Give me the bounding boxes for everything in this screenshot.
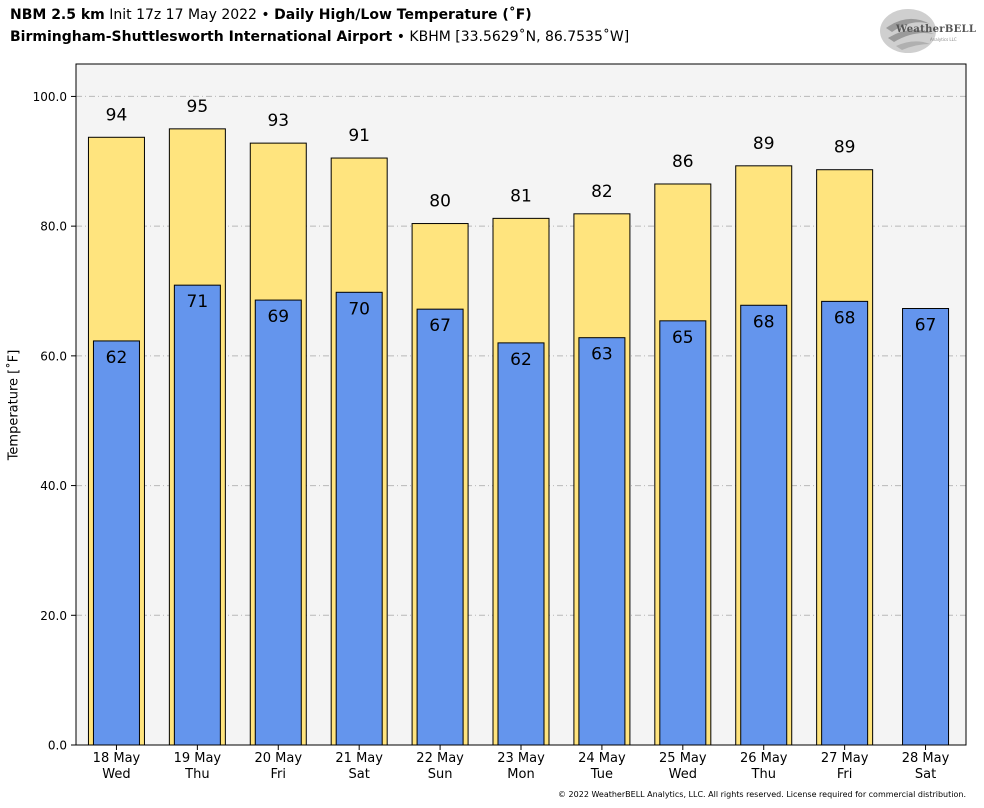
high-temp-label: 80 bbox=[429, 192, 451, 212]
low-temp-bar bbox=[902, 308, 950, 746]
low-temp-bar bbox=[254, 299, 302, 746]
high-temp-label: 94 bbox=[106, 105, 128, 125]
x-tick-label-date: 20 May bbox=[254, 751, 302, 766]
header-line-2: Birmingham-Shuttlesworth International A… bbox=[10, 26, 629, 48]
low-temp-bar bbox=[335, 291, 383, 746]
x-tick-label-date: 18 May bbox=[93, 751, 141, 766]
high-temp-label: 95 bbox=[187, 97, 209, 117]
x-tick-label-date: 27 May bbox=[821, 751, 869, 766]
low-temp-label: 67 bbox=[429, 316, 451, 336]
chart-title: Daily High/Low Temperature (˚F) bbox=[274, 7, 532, 23]
y-tick-label: 20.0 bbox=[40, 609, 67, 623]
high-temp-label: 89 bbox=[834, 138, 856, 158]
low-temp-label: 70 bbox=[348, 299, 370, 319]
x-tick-label-weekday: Thu bbox=[184, 767, 209, 782]
x-tick-label-date: 25 May bbox=[659, 751, 707, 766]
x-tick-label-weekday: Sun bbox=[428, 767, 453, 782]
low-temp-bar bbox=[578, 337, 626, 746]
x-tick-label-date: 22 May bbox=[416, 751, 464, 766]
y-tick-label: 100.0 bbox=[33, 90, 67, 104]
low-temp-bar bbox=[416, 308, 464, 746]
x-tick-label-date: 24 May bbox=[578, 751, 626, 766]
low-temp-label: 62 bbox=[106, 348, 128, 368]
low-temp-label: 67 bbox=[915, 316, 937, 336]
y-tick-label: 40.0 bbox=[40, 479, 67, 493]
x-tick-label-date: 21 May bbox=[335, 751, 383, 766]
chart-header: NBM 2.5 km Init 17z 17 May 2022 • Daily … bbox=[10, 4, 629, 48]
header-line-1: NBM 2.5 km Init 17z 17 May 2022 • Daily … bbox=[10, 4, 629, 26]
init-time: Init 17z 17 May 2022 bbox=[109, 7, 257, 23]
high-temp-label: 89 bbox=[753, 134, 775, 154]
x-tick-label-weekday: Tue bbox=[590, 767, 613, 782]
y-tick-label: 0.0 bbox=[48, 739, 67, 753]
x-tick-label-weekday: Wed bbox=[102, 767, 130, 782]
y-tick-label: 80.0 bbox=[40, 220, 67, 234]
low-temp-bar bbox=[497, 342, 545, 746]
high-temp-label: 93 bbox=[267, 111, 289, 131]
low-temp-label: 71 bbox=[187, 292, 209, 312]
x-tick-label-weekday: Fri bbox=[837, 767, 853, 782]
low-temp-label: 68 bbox=[753, 312, 775, 332]
logo-subtext: Analytics LLC bbox=[930, 37, 957, 42]
model-name: NBM 2.5 km bbox=[10, 7, 105, 23]
low-temp-bar bbox=[92, 340, 140, 746]
x-tick-label-weekday: Thu bbox=[751, 767, 776, 782]
high-temp-label: 82 bbox=[591, 182, 613, 202]
high-temp-label: 91 bbox=[348, 126, 370, 146]
x-tick-label-weekday: Mon bbox=[507, 767, 534, 782]
low-temp-label: 69 bbox=[267, 307, 289, 327]
high-temp-label: 86 bbox=[672, 152, 694, 172]
x-tick-label-weekday: Fri bbox=[271, 767, 287, 782]
x-tick-label-date: 19 May bbox=[174, 751, 222, 766]
station-info: KBHM [33.5629˚N, 86.7535˚W] bbox=[409, 29, 630, 45]
low-temp-label: 62 bbox=[510, 350, 532, 370]
x-tick-label-weekday: Sat bbox=[349, 767, 370, 782]
x-tick-label-date: 23 May bbox=[497, 751, 545, 766]
separator: • bbox=[396, 29, 405, 45]
x-tick-label-weekday: Sat bbox=[915, 767, 936, 782]
low-temp-bar bbox=[740, 304, 788, 746]
logo-text: WeatherBELL bbox=[896, 24, 977, 35]
low-temp-bar bbox=[821, 300, 869, 746]
x-tick-label-weekday: Wed bbox=[669, 767, 697, 782]
low-temp-label: 63 bbox=[591, 345, 613, 365]
x-tick-label-date: 26 May bbox=[740, 751, 788, 766]
copyright-notice: © 2022 WeatherBELL Analytics, LLC. All r… bbox=[558, 790, 966, 799]
separator: • bbox=[261, 7, 270, 23]
high-temp-label: 81 bbox=[510, 186, 532, 206]
location-name: Birmingham-Shuttlesworth International A… bbox=[10, 29, 393, 45]
low-temp-bar bbox=[173, 284, 221, 746]
y-tick-label: 60.0 bbox=[40, 349, 67, 363]
low-temp-bar bbox=[659, 320, 707, 746]
weatherbell-logo-icon bbox=[880, 9, 936, 53]
low-temp-label: 68 bbox=[834, 308, 856, 328]
x-tick-label-date: 28 May bbox=[902, 751, 950, 766]
low-temp-label: 65 bbox=[672, 328, 694, 348]
